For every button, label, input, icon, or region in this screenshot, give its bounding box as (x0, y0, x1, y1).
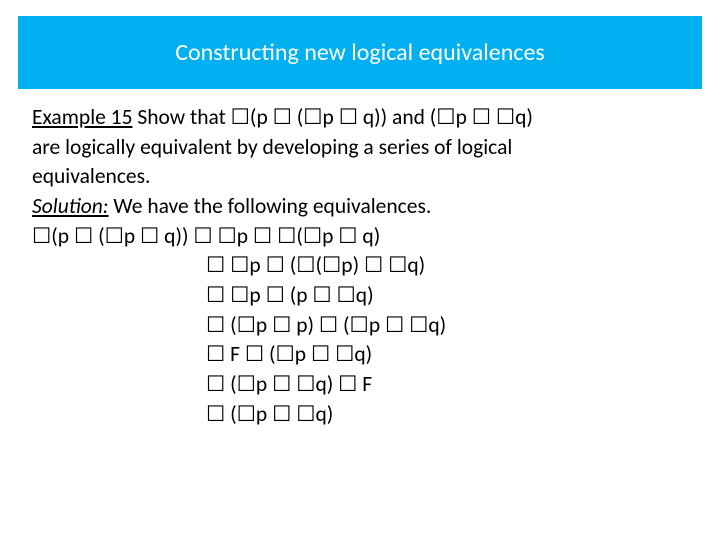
example-block: Example 15 Show that ☐(p ☐ (☐p ☐ q)) and… (32, 103, 688, 133)
equivalence-lines: ☐(p ☐ (☐p ☐ q)) ☐ ☐p ☐ ☐(☐p ☐ q) ☐ ☐p ☐ … (32, 222, 688, 430)
equiv-line-5: ☐ (☐p ☐ ☐q) ☐ F (32, 370, 688, 400)
equiv-line-6: ☐ (☐p ☐ ☐q) (32, 400, 688, 430)
solution-block: Solution: We have the following equivale… (32, 192, 688, 222)
example-label: Example 15 (32, 104, 132, 130)
slide-content: Example 15 Show that ☐(p ☐ (☐p ☐ q)) and… (0, 89, 720, 429)
title-bar: Constructing new logical equivalences (18, 16, 702, 89)
equiv-line-3: ☐ (☐p ☐ p) ☐ (☐p ☐ ☐q) (32, 311, 688, 341)
solution-label: Solution: (32, 193, 109, 219)
equiv-line-2: ☐ ☐p ☐ (p ☐ ☐q) (32, 281, 688, 311)
slide-title: Constructing new logical equivalences (175, 38, 545, 67)
solution-intro: We have the following equivalences. (109, 193, 432, 219)
equiv-line-1: ☐ ☐p ☐ (☐(☐p) ☐ ☐q) (32, 251, 688, 281)
slide: Constructing new logical equivalences Ex… (0, 16, 720, 556)
example-text-line3: equivalences. (32, 162, 688, 192)
equiv-line-4: ☐ F ☐ (☐p ☐ ☐q) (32, 340, 688, 370)
example-text-line1: Show that ☐(p ☐ (☐p ☐ q)) and (☐p ☐ ☐q) (132, 104, 532, 130)
example-text-line2: are logically equivalent by developing a… (32, 133, 688, 163)
equiv-line-0: ☐(p ☐ (☐p ☐ q)) ☐ ☐p ☐ ☐(☐p ☐ q) (32, 222, 688, 252)
